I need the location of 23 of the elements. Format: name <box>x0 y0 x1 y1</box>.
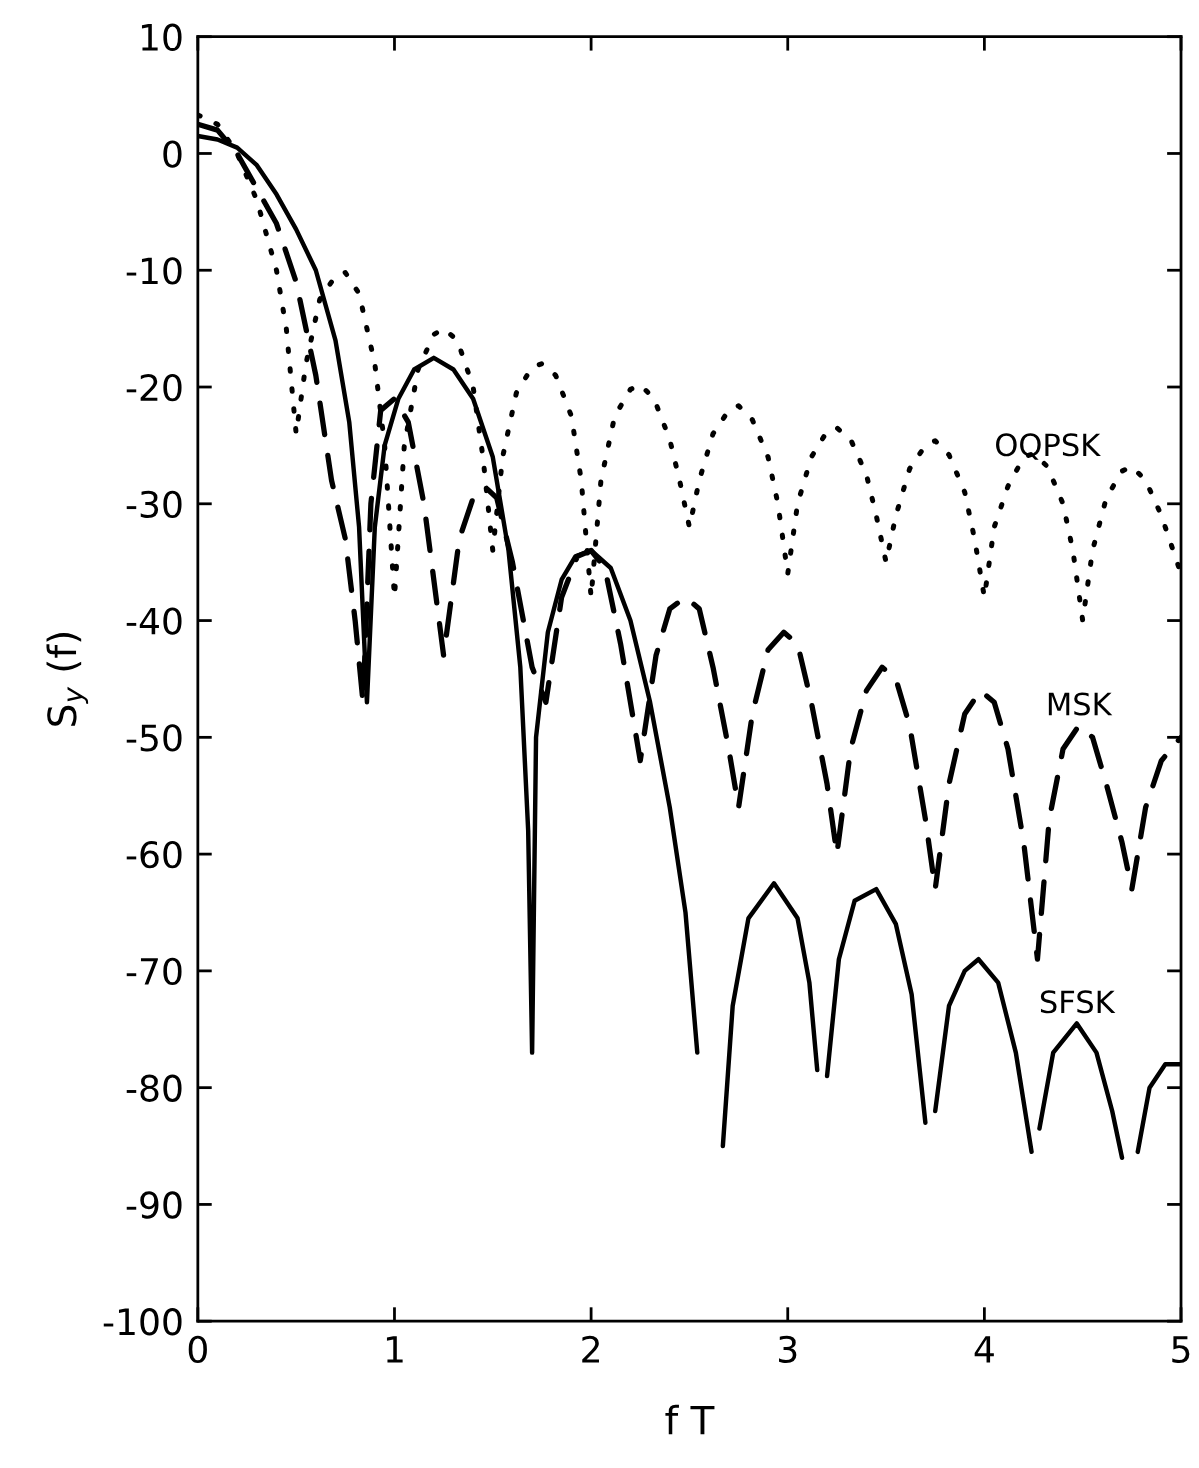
y-tick-label: -30 <box>126 490 182 519</box>
y-axis-title: S$_{y}$ (f) <box>46 633 89 726</box>
series-label: SFSK <box>1040 990 1116 1014</box>
y-tick-label: -100 <box>103 1308 182 1336</box>
series-label: OQPSK <box>996 433 1101 460</box>
y-tick-label: -90 <box>126 1191 182 1219</box>
y-tick-label: -70 <box>126 957 182 986</box>
x-axis-title: f T <box>665 1404 715 1435</box>
y-tick-label: -60 <box>126 841 182 869</box>
y-tick-label: -40 <box>126 607 182 635</box>
y-tick-label: -20 <box>126 373 182 402</box>
y-tick-label: 0 <box>163 140 182 168</box>
x-tick-label: 3 <box>779 1335 797 1364</box>
x-tick-label: 2 <box>582 1335 599 1363</box>
y-tick-label: -10 <box>126 257 182 285</box>
x-tick-label: 1 <box>386 1336 403 1363</box>
y-tick-label: 10 <box>141 23 182 51</box>
y-tick-label: -50 <box>126 724 182 752</box>
x-tick-label: 4 <box>974 1336 994 1363</box>
x-tick-label: 0 <box>188 1335 207 1364</box>
y-tick-label: -80 <box>126 1074 182 1102</box>
x-tick-label: 5 <box>1172 1336 1190 1364</box>
series-label: MSK <box>1048 692 1113 716</box>
